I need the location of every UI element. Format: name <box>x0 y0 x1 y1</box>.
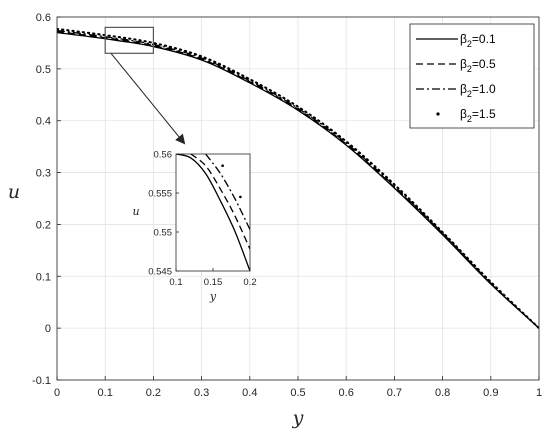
legend-symbol: β <box>460 57 467 71</box>
zoom-arrow <box>110 52 186 145</box>
main-ticks: 0 0.1 0.2 0.3 0.4 0.5 0.6 0.7 0.8 0.9 1-0.100.10.2… <box>32 12 542 399</box>
x-tick-label: 0.4 <box>242 387 257 399</box>
inset-y-tick-label: 0.545 <box>148 267 172 278</box>
x-tick-label: 0.8 <box>435 387 450 399</box>
inset-series-line-3 <box>205 154 250 230</box>
y-tick-label: 0.5 <box>36 64 51 76</box>
legend-value: =0.1 <box>472 32 496 46</box>
x-tick-label: 1 <box>536 387 542 399</box>
inset-series-line-1 <box>176 154 250 271</box>
series-line-3 <box>57 29 539 329</box>
inset-x-tick-label: 0.2 <box>243 277 256 288</box>
legend-marker <box>436 112 440 116</box>
legend: β2=0.1β2=0.5β2=1.0β2=1.5 <box>409 23 535 129</box>
legend-symbol: β <box>460 32 467 46</box>
y-tick-label: 0.1 <box>36 271 51 283</box>
legend-label: β2=0.5 <box>460 57 496 74</box>
x-tick-label: 0.5 <box>290 387 305 399</box>
y-tick-label: 0.4 <box>36 116 51 128</box>
inset-series-line-2 <box>190 154 250 250</box>
y-tick-label: 0.6 <box>36 12 51 24</box>
inset-series <box>176 154 250 271</box>
legend-subscript: 2 <box>467 39 472 49</box>
inset-y-tick-label: 0.555 <box>148 189 172 200</box>
inset-point <box>221 164 224 167</box>
inset-x-tick-label: 0.1 <box>169 277 182 288</box>
legend-label: β2=1.5 <box>460 107 496 124</box>
legend-value: =1.5 <box>472 107 496 121</box>
x-tick-label: 0 <box>54 387 60 399</box>
zoom-indicator <box>104 26 186 145</box>
inset-x-tick-label: 0.15 <box>204 277 223 288</box>
legend-subscript: 2 <box>467 64 472 74</box>
x-tick-label: 0.2 <box>146 387 161 399</box>
zoom-box <box>104 26 154 54</box>
inset-point <box>239 195 242 199</box>
legend-label: β2=1.0 <box>460 82 496 99</box>
legend-value: =1.0 <box>472 82 496 96</box>
y-tick-label: 0 <box>45 323 51 335</box>
x-tick-label: 0.9 <box>483 387 498 399</box>
inset-chart: 0.1 0.15 0.2 0.545 0.55 0.555 0.56 y u <box>132 150 256 304</box>
inset-y-axis-label: u <box>132 205 139 218</box>
legend-subscript: 2 <box>467 114 472 124</box>
y-tick-label: 0.3 <box>36 168 51 180</box>
inset-y-tick-label: 0.55 <box>154 228 173 239</box>
x-tick-label: 0.6 <box>339 387 354 399</box>
main-series <box>57 27 539 330</box>
legend-subscript: 2 <box>467 89 472 99</box>
inset-background <box>176 154 250 271</box>
legend-symbol: β <box>460 82 467 96</box>
x-tick-label: 0.1 <box>98 387 113 399</box>
legend-box <box>409 23 535 129</box>
legend-label: β2=0.1 <box>460 32 496 49</box>
inset-x-axis-label: y <box>209 290 217 303</box>
y-tick-label: -0.1 <box>32 375 51 387</box>
x-tick-label: 0.7 <box>387 387 402 399</box>
x-tick-label: 0.3 <box>194 387 209 399</box>
legend-symbol: β <box>460 107 467 121</box>
legend-value: =0.5 <box>472 57 496 71</box>
inset-y-tick-label: 0.56 <box>154 150 173 161</box>
x-axis-label: y <box>292 407 304 429</box>
y-tick-label: 0.2 <box>36 219 51 231</box>
y-axis-label: u <box>8 181 20 203</box>
